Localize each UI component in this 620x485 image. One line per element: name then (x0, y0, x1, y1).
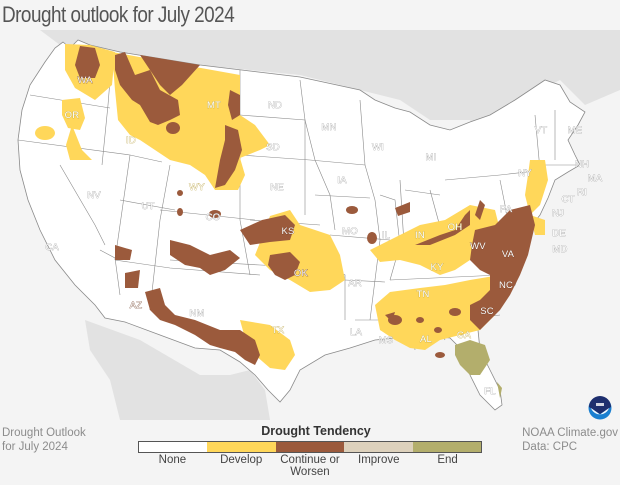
state-label-nc: NC (499, 280, 513, 291)
state-label-ma: MA (588, 173, 603, 184)
caption-line-2: for July 2024 (2, 441, 68, 453)
legend-label-end: End (437, 454, 458, 466)
state-label-ms: MS (379, 335, 394, 346)
state-label-nj: NJ (552, 208, 564, 219)
state-label-az: AZ (130, 300, 143, 311)
state-label-ks: KS (281, 226, 294, 237)
caption-line-1: Drought Outlook (2, 427, 86, 439)
state-label-la: LA (350, 327, 362, 338)
state-label-tx: TX (272, 325, 285, 336)
legend-title: Drought Tendency (261, 424, 371, 438)
legend-swatch-continue (275, 442, 345, 452)
legend-swatch-end (412, 442, 482, 452)
surrounding-land (40, 30, 620, 420)
legend-label-none: None (158, 454, 187, 466)
noaa-logo-icon (588, 396, 612, 420)
drought-continue-regions (75, 46, 535, 365)
state-label-nh: NH (575, 159, 589, 170)
state-label-ri: RI (577, 187, 587, 198)
legend-color-bar (138, 441, 482, 453)
state-label-or: OR (65, 110, 80, 121)
state-label-tn: TN (416, 289, 429, 300)
page-title: Drought outlook for July 2024 (2, 2, 235, 27)
state-label-nm: NM (189, 308, 204, 319)
state-label-de: DE (552, 228, 566, 239)
state-label-nv: NV (87, 190, 101, 201)
map-caption: Drought Outlook for July 2024 (2, 426, 86, 454)
state-label-al: AL (420, 334, 432, 345)
state-label-pa: PA (500, 204, 513, 215)
state-label-mi: MI (426, 152, 437, 163)
state-label-ut: UT (141, 201, 154, 212)
state-label-id: ID (126, 135, 136, 146)
state-label-ia: IA (337, 175, 347, 186)
state-label-wv: WV (470, 241, 486, 252)
legend-swatch-none (139, 442, 208, 452)
state-label-ne: NE (270, 182, 284, 193)
us-map-svg: WA OR ID MT WY NV UT CA CO AZ NM ND SD NE KS OK TX MN IA MO… (17, 30, 620, 420)
legend-label-continue: Continue or Worsen (280, 454, 340, 478)
state-label-ct: CT (561, 194, 574, 205)
drought-end-regions (455, 340, 502, 398)
state-label-me: ME (568, 125, 583, 136)
state-label-sc: SC (480, 306, 494, 317)
state-label-wi: WI (372, 142, 384, 153)
state-label-wa: WA (77, 75, 93, 86)
state-label-il: IL (382, 230, 390, 241)
state-label-vt: VT (535, 125, 548, 136)
state-label-ar: AR (348, 278, 362, 289)
state-label-mt: MT (207, 100, 221, 111)
map-credits: NOAA Climate.gov Data: CPC (522, 426, 618, 454)
credit-source: NOAA Climate.gov (522, 427, 618, 439)
state-label-fl: FL (484, 386, 496, 397)
state-label-mn: MN (321, 122, 336, 133)
drought-map: WA OR ID MT WY NV UT CA CO AZ NM ND SD NE KS OK TX MN IA MO… (0, 30, 620, 420)
state-label-nd: ND (268, 100, 282, 111)
legend-labels: None Develop Continue or Worsen Improve E… (138, 454, 482, 478)
state-label-va: VA (502, 249, 515, 260)
state-label-oh: OH (448, 222, 463, 233)
state-label-ca: CA (45, 242, 59, 253)
state-label-ok: OK (294, 268, 309, 279)
legend: Drought Tendency None Develop Continue o… (138, 424, 484, 478)
state-label-ky: KY (430, 262, 444, 273)
state-label-ny: NY (518, 168, 532, 179)
state-label-wy: WY (189, 182, 205, 193)
state-label-md: MD (552, 244, 567, 255)
state-labels: WA OR ID MT WY NV UT CA CO AZ NM ND SD NE KS OK TX MN IA MO… (45, 75, 603, 398)
credit-data: Data: CPC (522, 441, 578, 453)
legend-swatch-develop (207, 442, 276, 452)
state-label-co: CO (206, 212, 221, 223)
state-label-sd: SD (266, 142, 280, 153)
legend-label-develop: Develop (220, 454, 263, 466)
state-label-in: IN (415, 230, 425, 241)
state-label-ga: GA (457, 330, 472, 341)
state-label-mo: MO (342, 226, 358, 237)
legend-label-improve: Improve (358, 454, 400, 466)
legend-swatch-improve (344, 442, 413, 452)
